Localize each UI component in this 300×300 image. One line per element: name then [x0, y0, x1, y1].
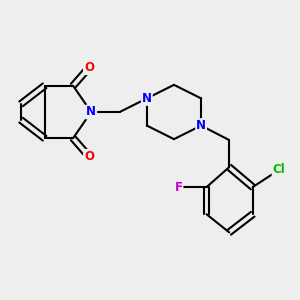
- Text: N: N: [142, 92, 152, 105]
- Text: F: F: [175, 181, 182, 194]
- Text: N: N: [196, 119, 206, 132]
- Text: Cl: Cl: [273, 164, 285, 176]
- Text: O: O: [84, 150, 94, 163]
- Text: O: O: [84, 61, 94, 74]
- Text: N: N: [86, 106, 96, 118]
